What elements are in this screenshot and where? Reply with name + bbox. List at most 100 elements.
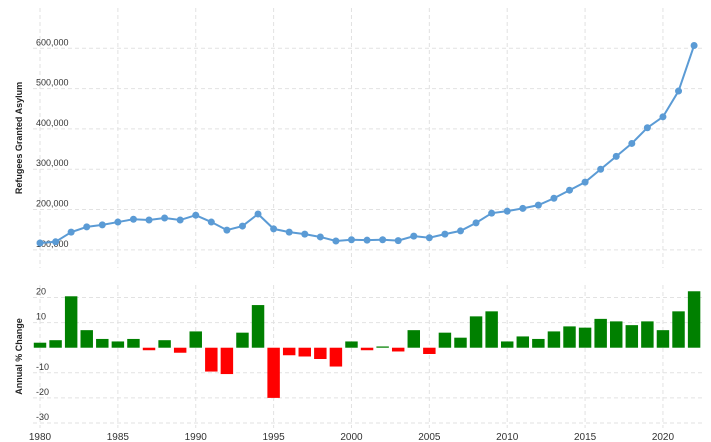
point (316, 233, 324, 241)
bar (49, 340, 62, 348)
y-tick-label: 10 (36, 312, 46, 322)
bar (485, 311, 498, 348)
y-tick-label: 20 (36, 287, 46, 297)
bar (267, 347, 280, 398)
point (301, 230, 309, 238)
point (379, 236, 387, 244)
y-tick-label: 100,000 (36, 239, 69, 249)
bar (656, 330, 670, 348)
bar (610, 321, 623, 348)
point (410, 232, 418, 240)
point (207, 218, 215, 226)
y-tick-label: 300,000 (36, 158, 69, 168)
point (52, 238, 60, 246)
bar (220, 347, 234, 375)
bar (641, 321, 654, 348)
point (223, 226, 231, 234)
point (176, 216, 184, 224)
point (145, 216, 153, 224)
bar (205, 347, 218, 372)
bar (251, 305, 265, 348)
bar (423, 347, 436, 354)
bar (96, 338, 109, 348)
x-tick-label: 2015 (574, 432, 597, 442)
bar (516, 336, 530, 348)
bar (173, 347, 187, 353)
bar (547, 331, 561, 348)
point (581, 178, 589, 186)
bar (345, 341, 358, 348)
y-axis-title: Refugees Granted Asylum (14, 82, 24, 194)
bar (127, 338, 140, 348)
point (456, 227, 464, 235)
point (659, 113, 667, 121)
point (161, 214, 169, 222)
x-tick-label: 2010 (496, 432, 519, 442)
bar (80, 330, 93, 348)
point (347, 236, 355, 244)
point (566, 186, 574, 194)
point (534, 201, 542, 209)
point (612, 152, 620, 160)
point (425, 234, 433, 242)
bar (142, 347, 156, 351)
point (441, 230, 449, 238)
point (503, 207, 511, 215)
y-tick-label: 600,000 (36, 37, 69, 47)
bar (454, 337, 467, 348)
point (519, 204, 527, 212)
point (114, 218, 122, 226)
x-tick-label: 1995 (262, 432, 285, 442)
point (83, 223, 91, 231)
bar (500, 341, 514, 348)
point (254, 210, 262, 218)
point (690, 41, 698, 49)
bar (625, 325, 639, 348)
bar (469, 316, 483, 348)
point (36, 239, 44, 247)
point (488, 209, 496, 217)
point (332, 237, 340, 245)
bar (360, 347, 374, 351)
bar (314, 347, 327, 360)
point (285, 228, 293, 236)
bar (578, 327, 592, 348)
bar (438, 332, 452, 348)
bar (563, 326, 576, 348)
point (98, 221, 106, 229)
bar (532, 338, 545, 348)
bar (298, 347, 311, 357)
y-tick-label: 200,000 (36, 199, 69, 209)
bar (111, 341, 125, 348)
y-tick-label: 400,000 (36, 118, 69, 128)
point (394, 237, 402, 245)
point (238, 222, 246, 230)
x-tick-label: 1990 (185, 432, 208, 442)
y-tick-label: -10 (36, 362, 49, 372)
point (597, 165, 605, 173)
bar (329, 347, 343, 367)
point (67, 228, 75, 236)
bar (189, 331, 202, 348)
point (472, 219, 480, 227)
bar (236, 332, 249, 348)
y-axis-title: Annual % Change (14, 318, 24, 395)
x-tick-label: 1980 (29, 432, 52, 442)
bar (158, 340, 171, 348)
bar (672, 311, 685, 348)
point (550, 194, 558, 202)
bar (391, 347, 405, 352)
y-tick-label: -30 (36, 412, 49, 422)
bar (407, 330, 421, 348)
x-tick-label: 2005 (418, 432, 441, 442)
x-tick-label: 2000 (340, 432, 363, 442)
point (129, 215, 137, 223)
point (192, 211, 200, 219)
point (270, 225, 278, 233)
bar (376, 346, 389, 348)
bar (282, 347, 296, 356)
point (363, 236, 371, 244)
bar (687, 291, 701, 348)
x-tick-label: 2020 (652, 432, 675, 442)
